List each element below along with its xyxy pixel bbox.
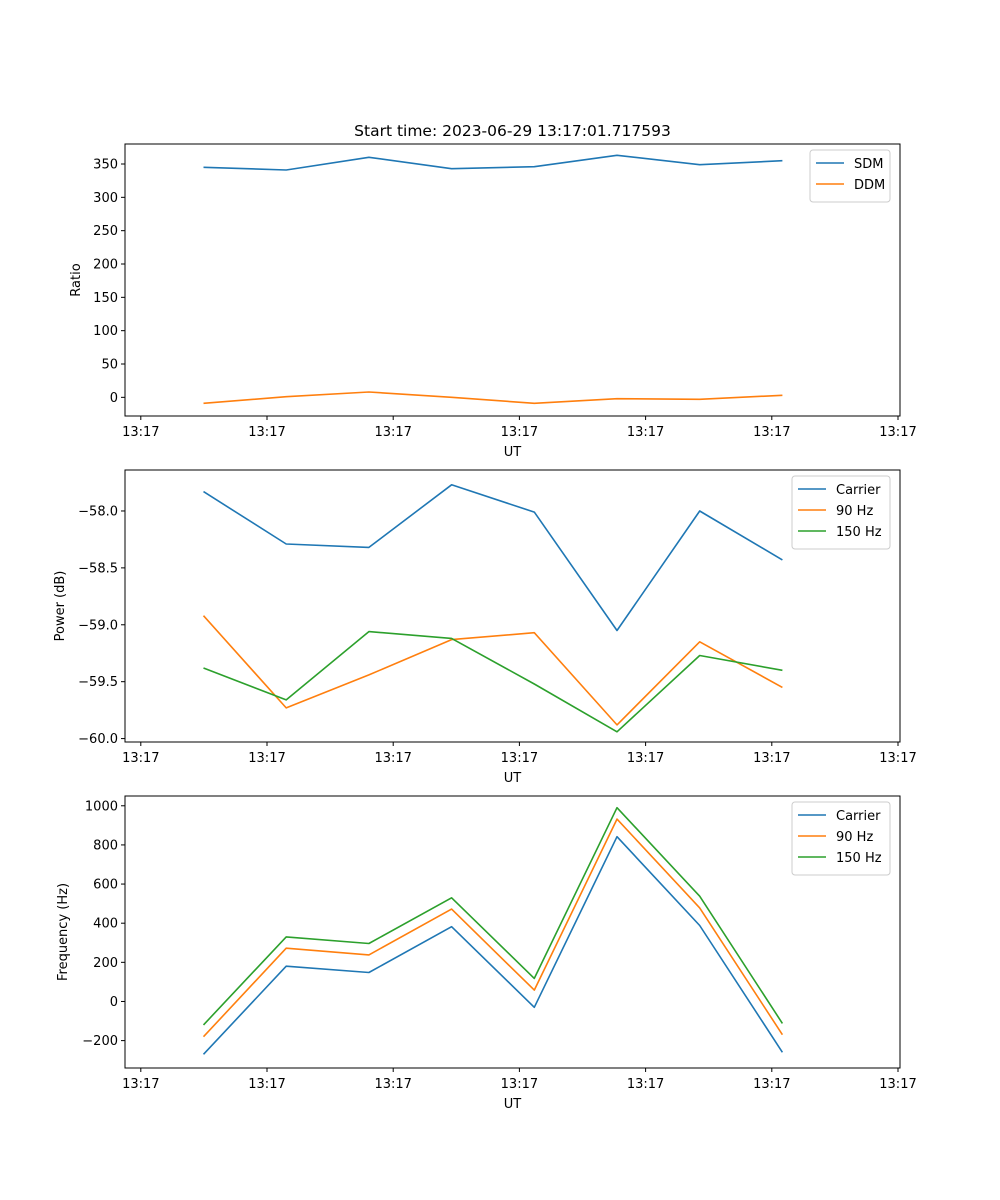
y-axis-label: Ratio xyxy=(69,263,84,296)
x-tick-label: 13:17 xyxy=(753,1077,790,1092)
x-tick-label: 13:17 xyxy=(501,751,538,766)
y-tick-label: 300 xyxy=(93,191,118,206)
x-tick-label: 13:17 xyxy=(627,425,664,440)
x-tick-label: 13:17 xyxy=(374,425,411,440)
legend: SDM DDM xyxy=(809,149,891,203)
axes-frame xyxy=(124,795,901,1069)
y-tick-label: −200 xyxy=(82,1034,118,1049)
y-tick-label: 50 xyxy=(101,358,118,373)
x-tick-label: 13:17 xyxy=(248,751,285,766)
series-line-150-hz xyxy=(203,630,783,733)
series-line-150-hz xyxy=(202,806,784,1026)
y-tick-label: −58.5 xyxy=(78,561,118,576)
x-tick-label: 13:17 xyxy=(501,425,538,440)
x-axis-label: UT xyxy=(504,445,522,460)
panel-ratio: Start time: 2023-06-29 13:17:01.717593 U… xyxy=(69,122,917,460)
y-tick-label: 0 xyxy=(110,391,118,406)
axes-frame xyxy=(124,143,901,417)
legend-label: 150 Hz xyxy=(836,525,882,540)
legend-label: SDM xyxy=(854,157,883,172)
x-tick-label: 13:17 xyxy=(122,425,159,440)
axes-frame xyxy=(124,469,901,743)
legend-label: Carrier xyxy=(836,809,881,824)
y-tick-label: 800 xyxy=(93,838,118,853)
x-tick-label: 13:17 xyxy=(879,751,916,766)
legend-label: Carrier xyxy=(836,483,881,498)
plot-area xyxy=(203,154,783,405)
x-tick-label: 13:17 xyxy=(627,1077,664,1092)
x-tick-label: 13:17 xyxy=(374,751,411,766)
legend-label: 90 Hz xyxy=(836,830,873,845)
y-axis-label: Frequency (Hz) xyxy=(56,883,71,981)
x-tick-label: 13:17 xyxy=(122,751,159,766)
chart-title: Start time: 2023-06-29 13:17:01.717593 xyxy=(354,122,671,140)
x-tick-label: 13:17 xyxy=(879,425,916,440)
legend: Carrier 90 Hz 150 Hz xyxy=(791,475,891,550)
legend: Carrier 90 Hz 150 Hz xyxy=(791,801,891,876)
x-tick-label: 13:17 xyxy=(753,425,790,440)
plot-area xyxy=(202,483,783,733)
legend-label: 150 Hz xyxy=(836,851,882,866)
y-tick-label: 1000 xyxy=(85,799,118,814)
x-tick-label: 13:17 xyxy=(122,1077,159,1092)
y-tick-label: 200 xyxy=(93,258,118,273)
series-line-carrier xyxy=(203,483,783,632)
y-tick-label: −59.5 xyxy=(78,675,118,690)
y-tick-label: −60.0 xyxy=(78,732,118,747)
x-tick-label: 13:17 xyxy=(248,425,285,440)
panel-power: UT Power (dB) 13:17 13:17 13:17 13:17 13:17 1… xyxy=(53,469,917,786)
series-line-carrier xyxy=(202,835,784,1055)
legend-label: DDM xyxy=(854,178,885,193)
y-tick-label: 350 xyxy=(93,158,118,173)
x-tick-label: 13:17 xyxy=(753,751,790,766)
x-tick-label: 13:17 xyxy=(627,751,664,766)
x-tick-label: 13:17 xyxy=(374,1077,411,1092)
y-tick-label: −58.0 xyxy=(78,504,118,519)
y-tick-label: 0 xyxy=(110,995,118,1010)
y-tick-label: −59.0 xyxy=(78,618,118,633)
series-line-sdm xyxy=(203,154,783,171)
x-tick-label: 13:17 xyxy=(248,1077,285,1092)
series-line-ddm xyxy=(203,391,783,405)
y-tick-label: 400 xyxy=(93,917,118,932)
y-tick-label: 600 xyxy=(93,878,118,893)
y-tick-label: 200 xyxy=(93,956,118,971)
y-axis-label: Power (dB) xyxy=(53,571,68,642)
legend-label: 90 Hz xyxy=(836,504,873,519)
x-tick-label: 13:17 xyxy=(879,1077,916,1092)
y-tick-label: 250 xyxy=(93,224,118,239)
y-tick-label: 150 xyxy=(93,291,118,306)
series-line-90-hz xyxy=(202,818,784,1038)
series-line-90-hz xyxy=(202,615,783,726)
panel-frequency: UT Frequency (Hz) 13:17 13:17 13:17 13:17 13… xyxy=(56,795,917,1112)
y-tick-label: 100 xyxy=(93,324,118,339)
x-tick-label: 13:17 xyxy=(501,1077,538,1092)
x-axis-label: UT xyxy=(504,1097,522,1112)
plot-area xyxy=(202,806,784,1055)
x-axis-label: UT xyxy=(504,771,522,786)
